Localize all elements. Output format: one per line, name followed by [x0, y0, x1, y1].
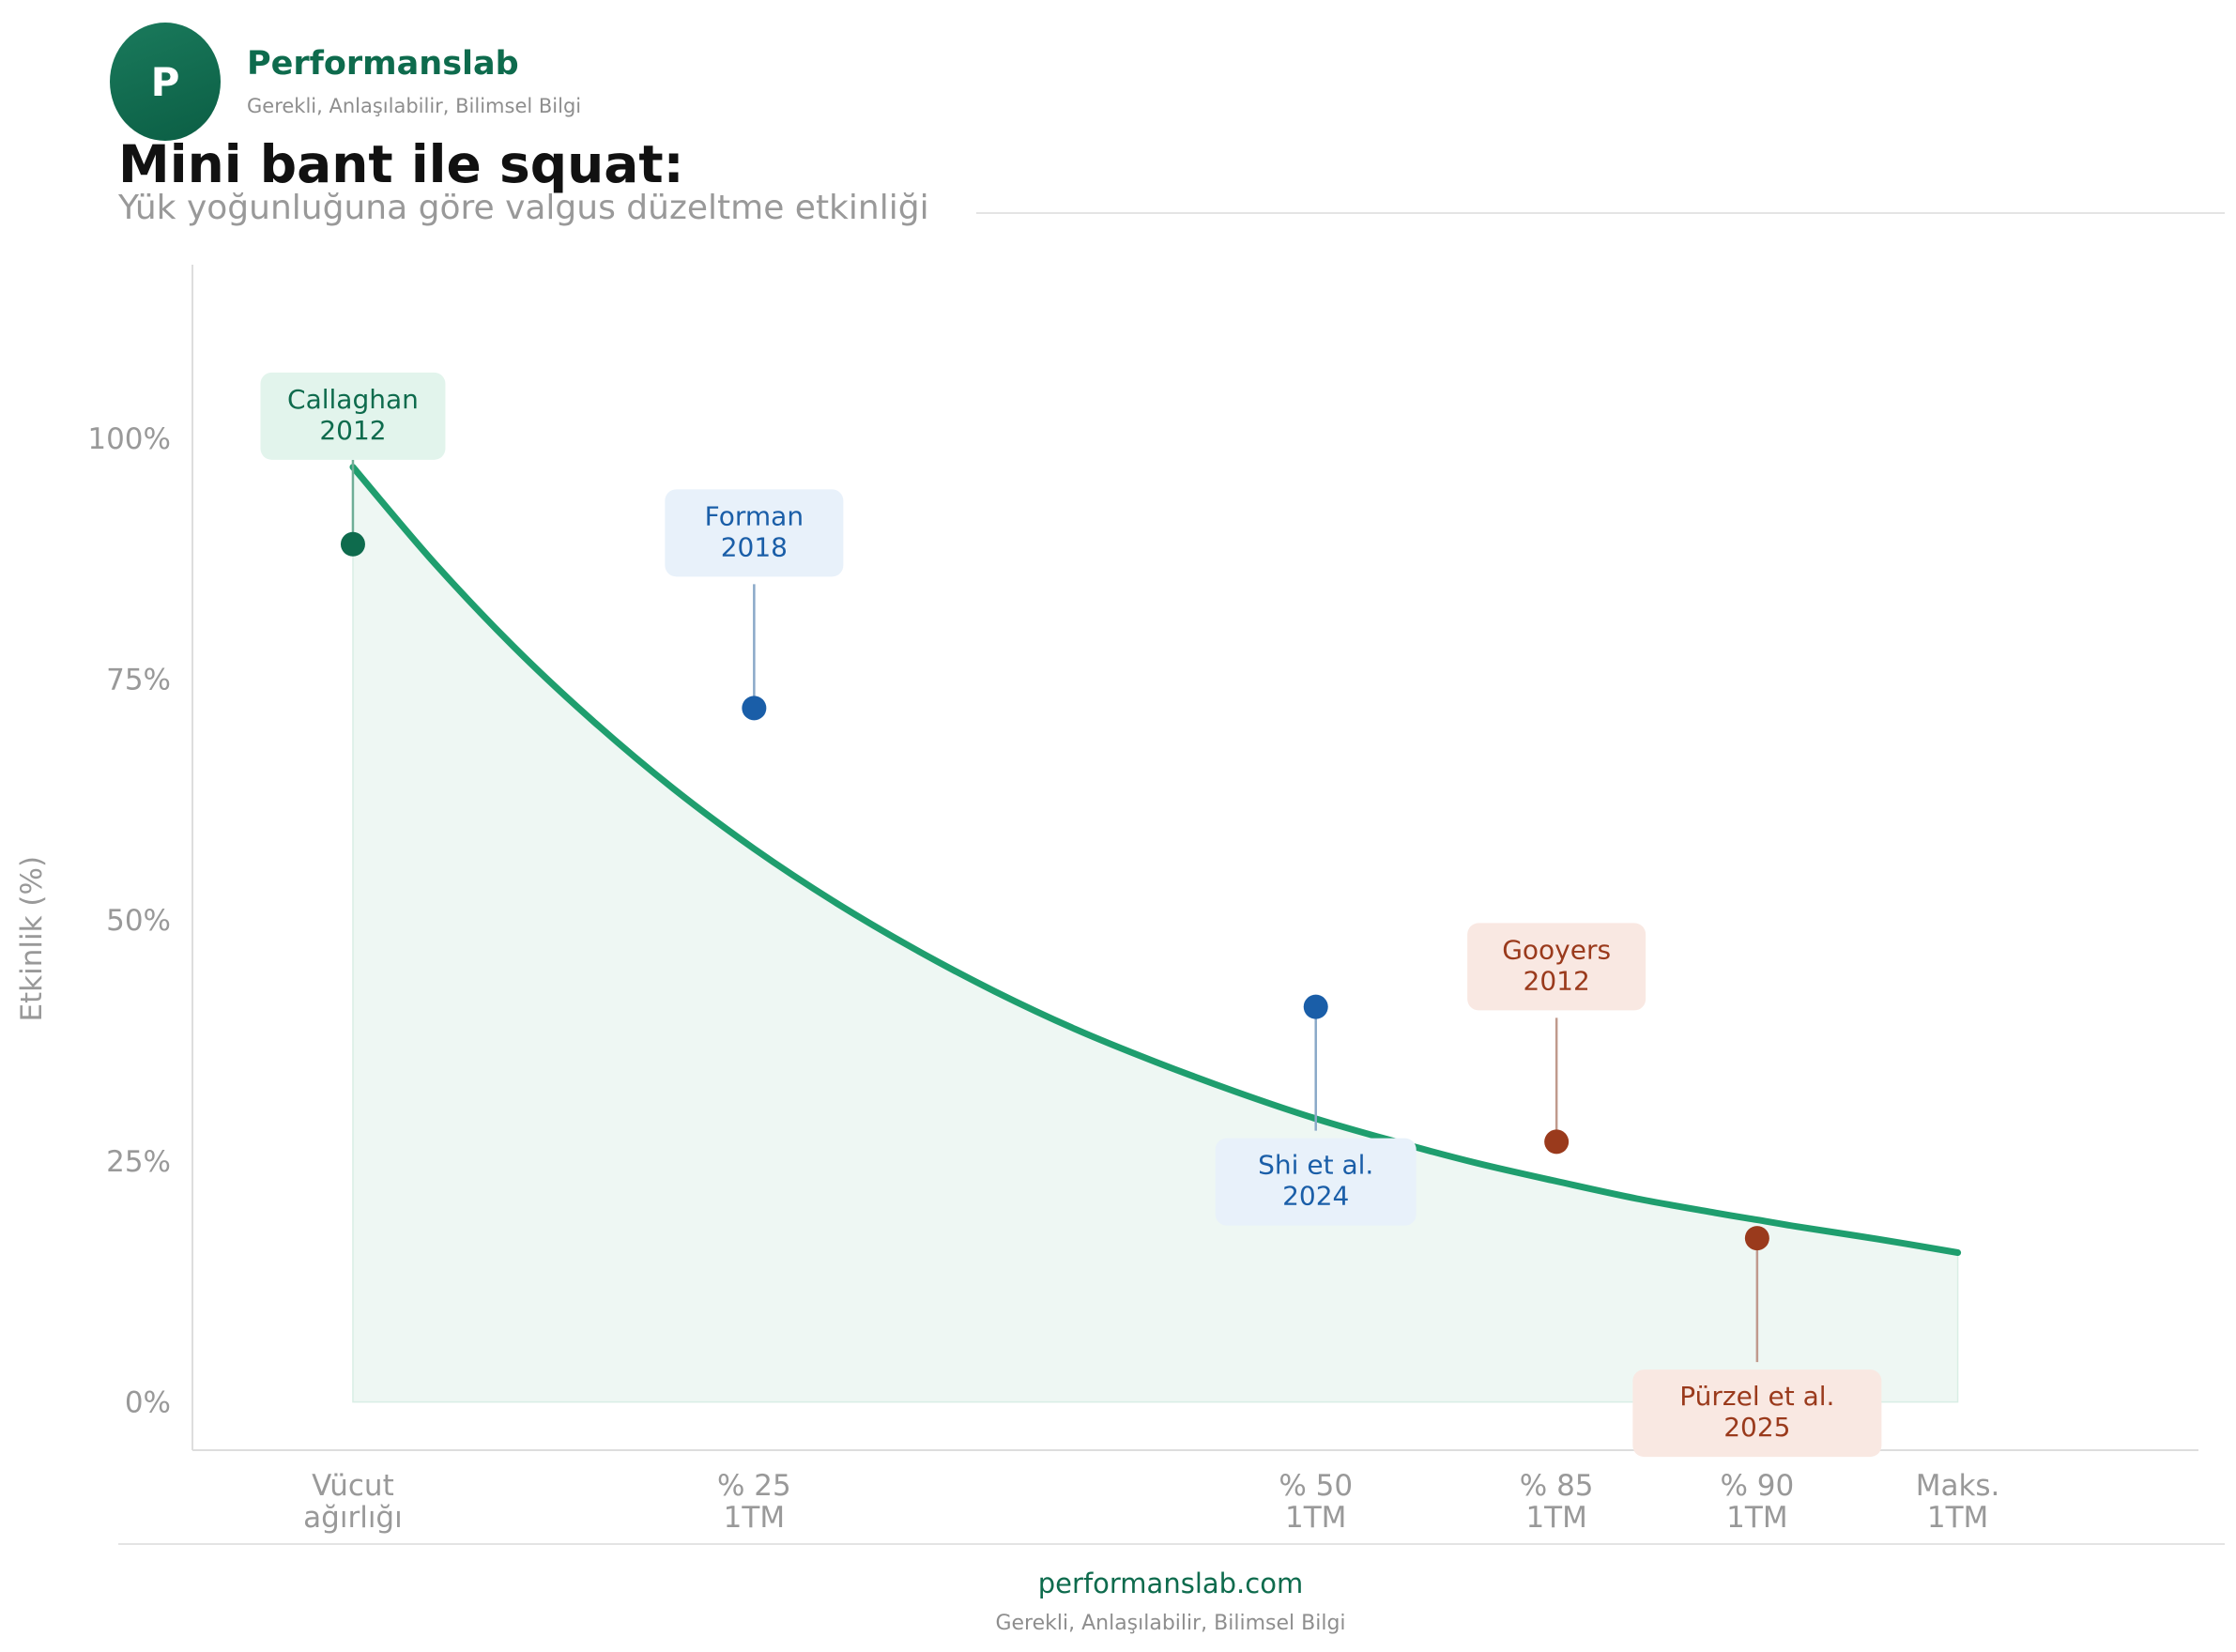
study-annotation: Pürzel et al. 2025 — [1632, 1226, 1882, 1458]
x-tick-label-line: % 25 — [717, 1469, 791, 1503]
y-tick-label: 25% — [106, 1145, 171, 1179]
x-tick-label: % 85 1TM — [1520, 1469, 1594, 1535]
study-label-box — [1215, 1138, 1417, 1226]
footer-tagline: Gerekli, Anlaşılabilir, Bilimsel Bilgi — [995, 1612, 1346, 1635]
efficiency-curve — [349, 464, 1962, 1256]
brand-tagline: Gerekli, Anlaşılabilir, Bilimsel Bilgi — [247, 95, 582, 117]
study-label-line: 2024 — [1282, 1181, 1349, 1212]
page-subtitle: Yük yoğunluğuna göre valgus düzeltme etk… — [118, 189, 929, 227]
x-tick-label-line: ağırlığı — [303, 1501, 403, 1535]
x-tick-label: % 25 1TM — [717, 1469, 791, 1535]
study-annotation: Callaghan 2012 — [260, 372, 446, 557]
study-annotation: Shi et al. 2024 — [1215, 994, 1417, 1226]
x-tick-label: % 90 1TM — [1720, 1469, 1794, 1535]
study-point — [1303, 994, 1328, 1019]
study-annotation: Gooyers 2012 — [1467, 923, 1646, 1155]
study-label-box — [1632, 1369, 1882, 1458]
x-tick-label: Vücut ağırlığı — [303, 1469, 403, 1535]
study-label-box — [260, 372, 446, 460]
study-label: Pürzel et al. 2025 — [1679, 1381, 1834, 1443]
study-label-line: 2012 — [319, 415, 386, 446]
chart-area-fill — [352, 465, 1959, 1403]
y-tick-label: 75% — [106, 664, 171, 697]
study-label-line: 2012 — [1524, 965, 1590, 996]
x-tick-label-line: 1TM — [724, 1501, 785, 1535]
x-tick-label-line: % 85 — [1520, 1469, 1594, 1503]
area-fill — [352, 465, 1959, 1403]
study-label-line: Callaghan — [287, 384, 419, 415]
study-point — [1744, 1226, 1769, 1251]
study-point — [742, 696, 767, 721]
study-point — [1544, 1129, 1570, 1155]
study-label-line: Forman — [705, 500, 804, 531]
study-label-line: Shi et al. — [1258, 1150, 1373, 1181]
x-tick-label-line: Maks. — [1916, 1469, 2000, 1503]
y-axis-label: Etkinlik (%) — [15, 856, 49, 1022]
x-tick-label-line: 1TM — [1927, 1501, 1988, 1535]
y-tick-label: 0% — [125, 1386, 171, 1420]
x-tick-label: % 50 1TM — [1279, 1469, 1353, 1535]
logo: P — [110, 23, 221, 141]
study-label: Callaghan 2012 — [287, 384, 419, 446]
study-label-box — [1467, 923, 1646, 1011]
study-label-line: 2025 — [1723, 1412, 1790, 1443]
chart-curve-layer — [349, 464, 1962, 1256]
x-tick-label-line: 1TM — [1726, 1501, 1787, 1535]
brand-name: Performanslab — [247, 45, 519, 83]
y-tick-label: 50% — [106, 904, 171, 938]
x-tick-label: Maks. 1TM — [1916, 1469, 2000, 1535]
study-annotation: Forman 2018 — [665, 489, 844, 721]
page-title: Mini bant ile squat: — [118, 134, 684, 194]
x-tick-label-line: Vücut — [312, 1469, 394, 1503]
study-label: Shi et al. 2024 — [1258, 1150, 1373, 1212]
header-divider — [976, 212, 2225, 214]
y-tick-label: 100% — [87, 422, 171, 456]
footer-divider — [118, 1543, 2225, 1545]
study-point — [340, 531, 365, 557]
footer-link[interactable]: performanslab.com — [1037, 1568, 1304, 1599]
chart-tick-layer: 0%25%50%75%100%Vücut ağırlığı% 25 1TM% 50 1… — [87, 422, 1999, 1535]
x-tick-label-line: 1TM — [1525, 1501, 1586, 1535]
study-label-line: Gooyers — [1502, 934, 1611, 965]
x-tick-label-line: 1TM — [1285, 1501, 1346, 1535]
x-tick-label-line: % 90 — [1720, 1469, 1794, 1503]
study-label: Forman 2018 — [705, 500, 804, 562]
study-label-line: Pürzel et al. — [1679, 1381, 1834, 1412]
study-label-line: 2018 — [721, 531, 788, 562]
study-label: Gooyers 2012 — [1502, 934, 1611, 996]
x-tick-label-line: % 50 — [1279, 1469, 1353, 1503]
logo-letter: P — [150, 58, 180, 105]
study-label-box — [665, 489, 844, 577]
